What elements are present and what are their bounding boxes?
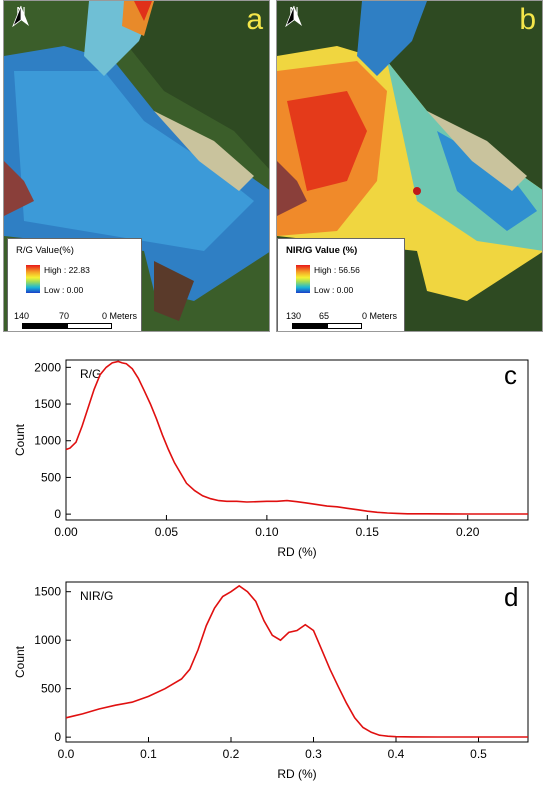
x-tick-label: 0.5 (470, 747, 487, 761)
y-tick-label: 2000 (34, 360, 61, 374)
y-axis-label: Count (13, 645, 27, 678)
x-tick-label: 0.3 (305, 747, 322, 761)
x-tick-label: 0.15 (356, 525, 380, 539)
series-line (65, 584, 528, 738)
map-panel-a: N a R/G Value(%) High : 22.83 Low : 0.00… (3, 0, 270, 332)
x-axis-label: RD (%) (277, 545, 316, 559)
scale-bar-a (22, 323, 112, 329)
scale-labels-b: 130 65 0 Meters (284, 311, 400, 323)
scale-label: 130 (286, 311, 302, 321)
map-image-a (4, 1, 269, 331)
y-tick-label: 0 (54, 507, 61, 521)
chart-series-title: NIR/G (80, 589, 113, 603)
scale-labels-a: 140 70 0 Meters (14, 311, 137, 323)
color-ramp-a (26, 265, 40, 293)
panel-letter-d: d (504, 582, 518, 612)
x-tick-label: 0.05 (155, 525, 179, 539)
scale-label: 140 (14, 311, 30, 321)
scale-label: 65 (319, 311, 330, 321)
color-ramp-b (296, 265, 310, 293)
north-arrow-b: N (283, 5, 305, 27)
y-tick-label: 1500 (34, 585, 61, 599)
x-tick-label: 0.10 (255, 525, 279, 539)
scale-label: 0 Meters (102, 311, 138, 321)
x-tick-label: 0.00 (54, 525, 78, 539)
plot-frame (65, 359, 529, 521)
y-axis-label: Count (13, 423, 27, 456)
scale-bar-segment (293, 324, 328, 328)
y-tick-label: 0 (54, 730, 61, 744)
legend-low-a: Low : 0.00 (44, 285, 84, 295)
map-legend-b: NIR/G Value (%) High : 56.56 Low : 0.00 … (277, 238, 405, 331)
histogram-chart-c: 0.00 0.05 0.10 0.15 0.20 0 500 1000 1500 2000 RD (… (0, 348, 550, 566)
chart-series-title: R/G (80, 367, 101, 381)
y-tick-label: 1000 (34, 633, 61, 647)
x-axis-label: RD (%) (277, 767, 316, 781)
y-tick-label: 1000 (34, 434, 61, 448)
plot-frame (65, 581, 529, 743)
legend-high-b: High : 56.56 (314, 265, 360, 275)
north-arrow-icon (12, 5, 29, 27)
x-tick-label: 0.2 (223, 747, 240, 761)
map-image-b (277, 1, 542, 331)
y-tick-label: 1500 (34, 397, 61, 411)
histogram-chart-d: 0.0 0.1 0.2 0.3 0.4 0.5 0 500 1000 1500 RD (%) Coun… (0, 570, 550, 788)
panel-letter-b: b (519, 3, 536, 36)
x-tick-label: 0.0 (58, 747, 75, 761)
scale-label: 70 (59, 311, 70, 321)
chart-svg-c: 0.00 0.05 0.10 0.15 0.20 0 500 1000 1500 2000 RD (… (13, 359, 529, 559)
panel-letter-a: a (246, 3, 263, 36)
legend-title-b: NIR/G Value (%) (286, 245, 358, 256)
map-legend-a: R/G Value(%) High : 22.83 Low : 0.00 140… (7, 238, 142, 331)
north-arrow-a: N (10, 5, 32, 27)
panel-letter-c: c (504, 360, 517, 390)
y-tick-label: 500 (41, 682, 61, 696)
north-arrow-icon (285, 5, 302, 27)
scale-label: 0 Meters (362, 311, 398, 321)
x-tick-label: 0.4 (388, 747, 405, 761)
legend-low-b: Low : 0.00 (314, 285, 354, 295)
legend-high-a: High : 22.83 (44, 265, 90, 275)
scale-bar-segment (23, 324, 68, 328)
map-panel-b: N b NIR/G Value (%) High : 56.56 Low : 0… (276, 0, 543, 332)
series-line (65, 360, 528, 515)
scale-bar-b (292, 323, 362, 329)
legend-title-a: R/G Value(%) (16, 245, 74, 256)
chart-svg-d: 0.0 0.1 0.2 0.3 0.4 0.5 0 500 1000 1500 RD (%) Coun… (13, 581, 529, 781)
y-tick-label: 500 (41, 470, 61, 484)
x-tick-label: 0.20 (456, 525, 480, 539)
x-tick-label: 0.1 (140, 747, 157, 761)
